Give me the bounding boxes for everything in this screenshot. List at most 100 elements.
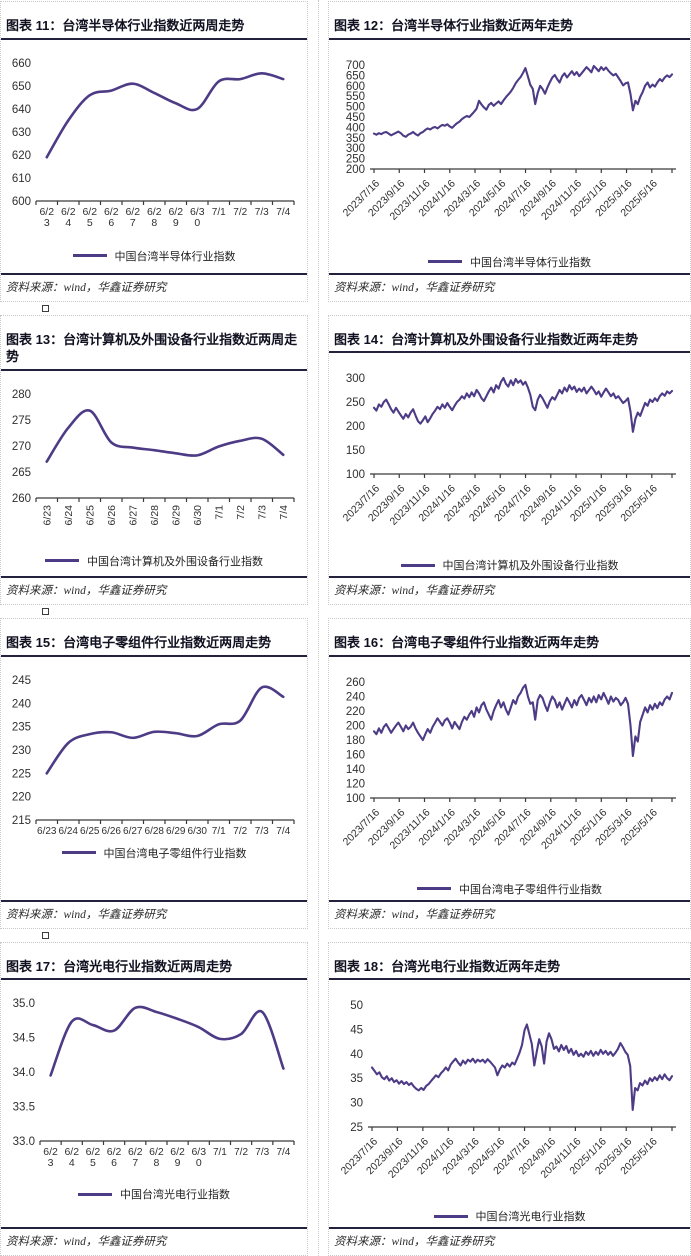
source-note: 资料来源：wind，华鑫证券研究 bbox=[1, 576, 307, 604]
svg-text:280: 280 bbox=[12, 389, 31, 401]
row-break bbox=[0, 302, 691, 315]
svg-text:100: 100 bbox=[346, 469, 365, 481]
chart-area: 100 120 140 160 180 200 220 240 260 2023/7/16 2023… bbox=[329, 670, 690, 883]
legend-line-icon bbox=[428, 260, 462, 264]
svg-text:660: 660 bbox=[12, 58, 31, 70]
svg-text:265: 265 bbox=[12, 467, 31, 479]
svg-text:6/25: 6/25 bbox=[86, 1146, 101, 1169]
legend-label: 中国台湾半导体行业指数 bbox=[470, 256, 591, 269]
svg-text:630: 630 bbox=[12, 127, 31, 139]
row-break bbox=[0, 605, 691, 618]
svg-text:270: 270 bbox=[12, 441, 31, 453]
svg-text:600: 600 bbox=[346, 80, 365, 92]
svg-text:6/28: 6/28 bbox=[149, 504, 161, 525]
figure-title: 图表 15：台湾电子零组件行业指数近两周走势 bbox=[1, 632, 307, 657]
legend-line-icon bbox=[78, 1192, 112, 1196]
figure-title: 图表 11：台湾半导体行业指数近两周走势 bbox=[1, 15, 307, 40]
svg-text:650: 650 bbox=[12, 81, 31, 93]
figure-cell-12: 图表 12：台湾半导体行业指数近两年走势 200 250 300 350 400 450 5… bbox=[328, 1, 691, 302]
svg-text:6/30: 6/30 bbox=[191, 1146, 206, 1169]
svg-text:34.0: 34.0 bbox=[13, 1067, 35, 1079]
figure-title: 图表 14：台湾计算机及外围设备行业指数近两年走势 bbox=[329, 329, 690, 354]
svg-text:230: 230 bbox=[12, 745, 31, 757]
svg-text:200: 200 bbox=[346, 421, 365, 433]
svg-text:6/27: 6/27 bbox=[123, 826, 143, 837]
svg-text:200: 200 bbox=[346, 720, 365, 732]
svg-text:600: 600 bbox=[12, 196, 31, 208]
svg-text:6/29: 6/29 bbox=[166, 826, 186, 837]
svg-text:35: 35 bbox=[350, 1073, 363, 1085]
figure-title: 图表 13：台湾计算机及外围设备行业指数近两周走势 bbox=[1, 329, 307, 371]
svg-text:35.0: 35.0 bbox=[13, 998, 35, 1010]
source-note: 资料来源：wind，华鑫证券研究 bbox=[329, 272, 690, 301]
svg-text:250: 250 bbox=[346, 397, 365, 409]
figure-cell-11: 图表 11：台湾半导体行业指数近两周走势 600 610 620 630 640 650 6… bbox=[0, 1, 308, 302]
svg-text:6/24: 6/24 bbox=[61, 206, 76, 229]
svg-text:610: 610 bbox=[12, 173, 31, 185]
svg-text:7/2: 7/2 bbox=[235, 504, 247, 519]
chart-row-2: 图表 13：台湾计算机及外围设备行业指数近两周走势 260 265 270 275 28… bbox=[0, 314, 691, 606]
chart-area: 215 220 225 230 235 240 245 6/23 6/24 6/25 6/26 6/2… bbox=[1, 670, 307, 847]
svg-text:200: 200 bbox=[346, 164, 365, 176]
figure-cell-18: 图表 18：台湾光电行业指数近两年走势 25 30 35 40 45 50 2023/7/1… bbox=[328, 941, 691, 1256]
figure-cell-14: 图表 14：台湾计算机及外围设备行业指数近两年走势 100 150 200 250 30… bbox=[328, 314, 691, 606]
figure-cell-17: 图表 17：台湾光电行业指数近两周走势 33.0 33.5 34.0 34.5 35.0… bbox=[0, 941, 308, 1256]
chart-row-1: 图表 11：台湾半导体行业指数近两周走势 600 610 620 630 640 650 6… bbox=[0, 1, 691, 302]
svg-text:6/27: 6/27 bbox=[125, 206, 140, 229]
chart-fig14-computer-2year: 1001502002503002023/7/162023/9/162023/11… bbox=[341, 373, 676, 528]
legend-line-icon bbox=[400, 563, 435, 567]
svg-text:33.0: 33.0 bbox=[13, 1136, 35, 1148]
legend-line-icon bbox=[45, 559, 79, 563]
legend-label: 中国台湾半导体行业指数 bbox=[114, 250, 236, 263]
svg-text:700: 700 bbox=[346, 60, 365, 72]
source-note: 资料来源：wind，华鑫证券研究 bbox=[1, 899, 307, 928]
legend: 中国台湾电子零组件行业指数 bbox=[1, 845, 307, 861]
chart-row-4: 图表 17：台湾光电行业指数近两周走势 33.0 33.5 34.0 34.5 35.0… bbox=[0, 941, 691, 1256]
svg-text:6/29: 6/29 bbox=[170, 1146, 185, 1169]
svg-text:245: 245 bbox=[12, 675, 31, 687]
legend-label: 中国台湾电子零组件行业指数 bbox=[103, 847, 247, 860]
svg-text:6/24: 6/24 bbox=[64, 1146, 79, 1169]
chart-area: 260 265 270 275 280 6/23 6/24 6/25 6/26 6/27 6/28 6… bbox=[1, 384, 307, 555]
chart-area: 33.0 33.5 34.0 34.5 35.0 6/2 3 6/2 4 6/2 5 6/2 6 6/2 7… bbox=[1, 993, 307, 1188]
svg-text:6/25: 6/25 bbox=[84, 504, 96, 525]
svg-text:7/4: 7/4 bbox=[276, 207, 290, 218]
svg-text:450: 450 bbox=[346, 112, 365, 124]
svg-text:240: 240 bbox=[346, 691, 365, 703]
svg-text:50: 50 bbox=[350, 1000, 363, 1012]
row-break bbox=[0, 929, 691, 942]
svg-text:6/28: 6/28 bbox=[145, 826, 165, 837]
svg-text:6/29: 6/29 bbox=[170, 504, 182, 525]
legend: 中国台湾计算机及外围设备行业指数 bbox=[1, 553, 307, 569]
source-note: 资料来源：wind，华鑫证券研究 bbox=[329, 899, 690, 928]
svg-text:6/26: 6/26 bbox=[106, 504, 118, 525]
svg-text:45: 45 bbox=[350, 1025, 363, 1037]
legend-label: 中国台湾光电行业指数 bbox=[475, 1211, 586, 1224]
chart-area: 600 610 620 630 640 650 660 6/2 3 6/2 4 6/2 5 6/2 6 6/2… bbox=[1, 53, 307, 250]
svg-text:160: 160 bbox=[346, 749, 365, 761]
svg-text:7/2: 7/2 bbox=[233, 207, 247, 218]
figure-title: 图表 18：台湾光电行业指数近两年走势 bbox=[329, 956, 690, 981]
svg-text:6/23: 6/23 bbox=[43, 1146, 58, 1169]
legend-label: 中国台湾计算机及外围设备行业指数 bbox=[442, 560, 619, 573]
svg-text:7/4: 7/4 bbox=[278, 504, 290, 519]
svg-text:6/29: 6/29 bbox=[168, 206, 183, 229]
paragraph-square-icon bbox=[42, 608, 49, 616]
figure-title: 图表 12：台湾半导体行业指数近两年走势 bbox=[329, 15, 690, 40]
source-note: 资料来源：wind，华鑫证券研究 bbox=[1, 272, 307, 301]
svg-text:33.5: 33.5 bbox=[13, 1102, 35, 1114]
svg-text:260: 260 bbox=[12, 493, 31, 505]
svg-text:7/2: 7/2 bbox=[233, 826, 247, 837]
figure-cell-13: 图表 13：台湾计算机及外围设备行业指数近两周走势 260 265 270 275 28… bbox=[0, 314, 308, 606]
legend-line-icon bbox=[61, 851, 96, 855]
svg-text:350: 350 bbox=[346, 132, 365, 144]
svg-text:7/1: 7/1 bbox=[212, 826, 226, 837]
legend: 中国台湾电子零组件行业指数 bbox=[329, 881, 690, 897]
svg-text:6/30: 6/30 bbox=[192, 504, 204, 525]
legend-label: 中国台湾计算机及外围设备行业指数 bbox=[87, 555, 263, 568]
figure-cell-15: 图表 15：台湾电子零组件行业指数近两周走势 215 220 225 230 235 24… bbox=[0, 618, 308, 929]
chart-fig17-optoelectronics-2week: 33.0 33.5 34.0 34.5 35.0 6/2 3 6/2 4 6/2 5 6/2 6 6/2 7… bbox=[13, 998, 295, 1169]
svg-text:220: 220 bbox=[12, 791, 31, 803]
figure-cell-16: 图表 16：台湾电子零组件行业指数近两年走势 100 120 140 160 180 20… bbox=[328, 618, 691, 929]
